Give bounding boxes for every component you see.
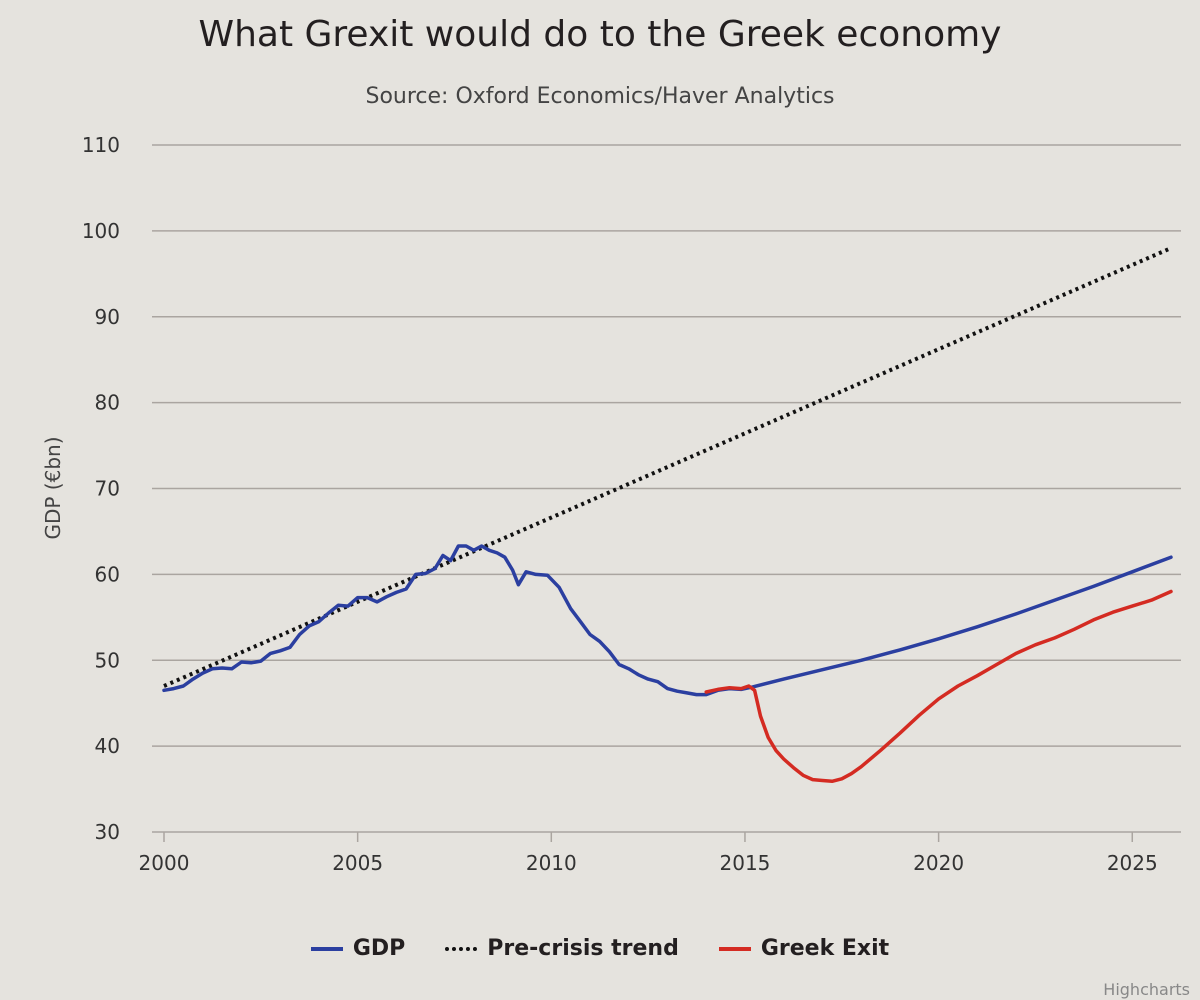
legend-label-greek-exit: Greek Exit — [760, 936, 890, 961]
legend-item-gdp[interactable]: GDP — [310, 936, 406, 961]
y-axis-ticks: 30 40 50 60 70 80 90 100 110 — [82, 133, 120, 844]
x-tick-label-2015: 2015 — [720, 851, 771, 875]
y-tick-label-60: 60 — [95, 562, 120, 586]
y-tick-label-50: 50 — [95, 648, 120, 672]
legend-item-pre-crisis-trend[interactable]: Pre-crisis trend — [445, 936, 679, 961]
x-tick-label-2025: 2025 — [1107, 851, 1158, 875]
legend-label-pre-crisis-trend: Pre-crisis trend — [487, 936, 679, 961]
chart-title: What Grexit would do to the Greek econom… — [198, 14, 1002, 55]
x-tick-label-2000: 2000 — [139, 851, 190, 875]
y-tick-label-80: 80 — [95, 391, 120, 415]
y-tick-label-40: 40 — [95, 734, 120, 758]
x-tick-label-2005: 2005 — [332, 851, 383, 875]
series-line-gdp[interactable] — [162, 544, 1173, 697]
series-line-pre-crisis-trend[interactable] — [163, 246, 1172, 688]
x-tick-label-2010: 2010 — [526, 851, 577, 875]
x-axis-ticks: 2000 2005 2010 2015 2020 2025 — [139, 832, 1158, 875]
legend-swatch-greek-exit — [718, 946, 751, 951]
y-tick-label-110: 110 — [82, 133, 120, 157]
legend-item-greek-exit[interactable]: Greek Exit — [718, 936, 890, 961]
chart-subtitle: Source: Oxford Economics/Haver Analytics — [365, 84, 835, 109]
y-tick-label-30: 30 — [95, 820, 120, 844]
credits-link[interactable]: Highcharts — [1103, 980, 1190, 999]
y-axis-title: GDP (€bn) — [41, 436, 65, 539]
grid-lines — [152, 144, 1181, 833]
y-tick-label-100: 100 — [82, 219, 120, 243]
y-tick-label-70: 70 — [95, 477, 120, 501]
series-lines — [162, 246, 1173, 784]
legend-swatch-gdp — [310, 946, 343, 951]
legend-label-gdp: GDP — [352, 936, 406, 961]
legend: GDP Pre-crisis trend Greek Exit — [0, 936, 1200, 961]
x-tick-label-2020: 2020 — [913, 851, 964, 875]
series-line-greek-exit[interactable] — [704, 589, 1173, 784]
y-tick-label-90: 90 — [95, 305, 120, 329]
legend-swatch-pre-crisis-trend — [445, 946, 478, 951]
